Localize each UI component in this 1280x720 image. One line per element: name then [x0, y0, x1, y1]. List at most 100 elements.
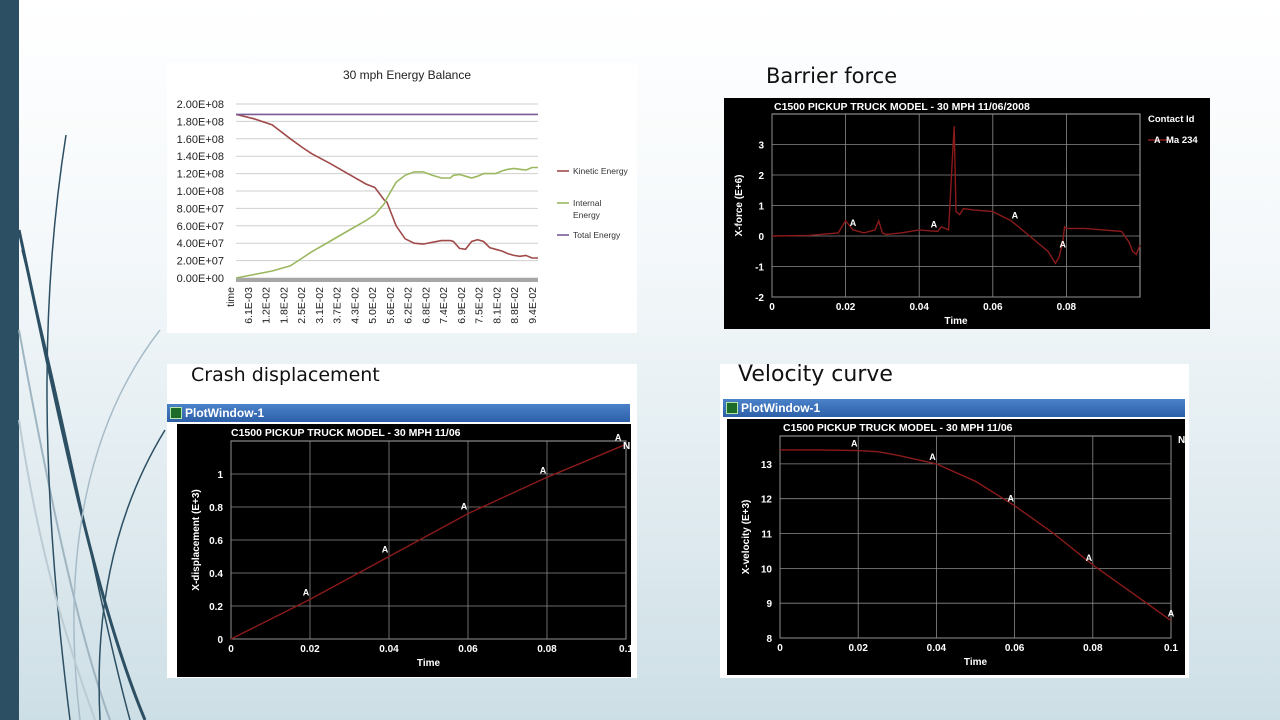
energy-balance-chart: 30 mph Energy Balance 0.00E+00 2.00E+07 4.0… — [177, 68, 629, 324]
y-tick-label: -1 — [755, 263, 764, 274]
x-tick-label: 0.02 — [836, 302, 856, 313]
curve-marker-a: A — [1168, 609, 1175, 619]
series-line-internal-energy — [235, 166, 538, 279]
y-tick-label: 0.4 — [209, 569, 223, 580]
x-tick-label: 5.6E-02 — [385, 287, 397, 324]
barrier-force-panel: Barrier force C1500 PICKUP TRUCK MODEL -… — [722, 60, 1210, 332]
x-tick-label: 1.8E-02 — [278, 287, 290, 324]
legend-marker: A — [1154, 135, 1161, 145]
app-logo-icon — [170, 407, 182, 419]
y-axis-label: X-displacement (E+3) — [191, 489, 202, 590]
x-tick-label: 0.08 — [1083, 643, 1103, 654]
x-tick-label: 0 — [769, 302, 775, 313]
x-tick-label: 0.04 — [909, 302, 929, 313]
x-tick-label: 7.4E-02 — [438, 287, 450, 324]
x-tick-label: 3.1E-02 — [314, 287, 326, 324]
curve-marker-a: A — [303, 587, 310, 597]
x-tick-label: 6.9E-02 — [456, 287, 468, 324]
x-axis-label: Time — [944, 316, 968, 327]
curve-marker-a: A — [461, 502, 468, 512]
y-tick-label: 1.20E+08 — [177, 169, 224, 181]
y-axis-label: X-velocity (E+3) — [741, 500, 752, 575]
x-tick-label: 4.3E-02 — [349, 287, 361, 324]
plot-window-titlebar[interactable]: PlotWindow-1 — [167, 404, 630, 422]
y-tick-label: 0.00E+00 — [177, 273, 224, 285]
y-tick-label: 8.00E+07 — [177, 203, 224, 215]
barrier-force-plot-area: C1500 PICKUP TRUCK MODEL - 30 MPH 11/06/… — [724, 98, 1210, 329]
y-axis-label: X-force (E+6) — [734, 175, 745, 237]
plot-frame — [779, 435, 1172, 639]
plot-title: C1500 PICKUP TRUCK MODEL - 30 MPH 11/06 — [783, 422, 1013, 434]
x-tick-label: 0.06 — [1005, 643, 1025, 654]
y-tick-label: 12 — [761, 495, 773, 506]
legend-label: Internal — [573, 198, 601, 208]
x-tick-label: 2.5E-02 — [296, 287, 308, 324]
x-tick-label: 0 — [777, 643, 783, 654]
x-tick-label: 0.02 — [848, 643, 868, 654]
y-tick-label: 3 — [758, 141, 764, 152]
displacement-chart: C1500 PICKUP TRUCK MODEL - 30 MPH 11/06 0… — [191, 427, 633, 669]
curve-marker-a: A — [850, 218, 857, 228]
y-tick-label: 13 — [761, 460, 773, 471]
energy-balance-chart-panel: 30 mph Energy Balance 0.00E+00 2.00E+07 4.0… — [167, 63, 637, 333]
y-tick-label: 2.00E+07 — [177, 256, 224, 268]
curve-marker-a: A — [1012, 210, 1019, 220]
x-tick-label: 0.04 — [927, 643, 947, 654]
displacement-plot-area: C1500 PICKUP TRUCK MODEL - 30 MPH 11/06 0… — [177, 424, 633, 677]
plot-window-title: PlotWindow-1 — [741, 401, 821, 415]
y-tick-label: 10 — [761, 564, 773, 575]
barrier-force-chart: C1500 PICKUP TRUCK MODEL - 30 MPH 11/06/… — [734, 101, 1198, 327]
plot-window-title: PlotWindow-1 — [185, 406, 265, 420]
barrier-force-caption: Barrier force — [766, 64, 898, 88]
plot-title: C1500 PICKUP TRUCK MODEL - 30 MPH 11/06/… — [774, 101, 1030, 113]
curve-marker-a: A — [540, 465, 547, 475]
x-tick-label: 6.1E-03 — [243, 287, 255, 324]
y-tick-label: 0.6 — [209, 536, 223, 547]
x-tick-label: 0.02 — [300, 644, 320, 655]
y-tick-label: 1.60E+08 — [177, 134, 224, 146]
x-axis-label: Time — [964, 657, 988, 668]
y-tick-label: 4.00E+07 — [177, 238, 224, 250]
curve-marker-a: A — [382, 545, 389, 555]
velocity-curve-caption: Velocity curve — [738, 362, 893, 387]
y-tick-label: 6.00E+07 — [177, 221, 224, 233]
curve-marker-a: A — [929, 452, 936, 462]
y-tick-label: -2 — [755, 293, 764, 304]
series-line-kinetic-energy — [235, 113, 538, 259]
legend-label: Kinetic Energy — [573, 166, 629, 176]
x-tick-label: 8.8E-02 — [509, 287, 521, 324]
y-tick-label: 0 — [217, 635, 223, 646]
y-tick-label: 1.80E+08 — [177, 116, 224, 128]
y-tick-label: 2.00E+08 — [177, 99, 224, 111]
x-tick-label: 1.2E-02 — [261, 287, 273, 324]
y-tick-label: 11 — [761, 530, 772, 541]
series-line — [771, 126, 1141, 265]
curve-marker-a: A — [1059, 239, 1066, 249]
y-tick-label: 1.40E+08 — [177, 151, 224, 163]
x-axis-bar — [236, 278, 538, 282]
left-sidebar-bar — [0, 0, 19, 720]
plot-window-titlebar[interactable]: PlotWindow-1 — [723, 399, 1185, 417]
curve-marker-a: A — [1086, 553, 1093, 563]
y-tick-label: 0.2 — [209, 602, 223, 613]
y-tick-label: 8 — [766, 634, 772, 645]
x-tick-label: 6.8E-02 — [420, 287, 432, 324]
curve-marker-a: A — [1007, 494, 1014, 504]
x-tick-label: 0 — [228, 644, 234, 655]
x-tick-label: 0.08 — [537, 644, 557, 655]
x-tick-label: 8.1E-02 — [491, 287, 503, 324]
y-tick-label: 0.8 — [209, 503, 223, 514]
y-tick-label: 2 — [758, 171, 764, 182]
velocity-plot-area: C1500 PICKUP TRUCK MODEL - 30 MPH 11/06 0… — [727, 419, 1185, 675]
legend-fragment: N — [623, 441, 630, 452]
chart-title: 30 mph Energy Balance — [343, 68, 471, 82]
series-line — [780, 449, 1172, 622]
x-tick-label: 9.4E-02 — [527, 287, 539, 324]
x-axis-label: Time — [417, 658, 441, 669]
decorative-swooshes — [17, 134, 166, 720]
legend-title: Contact Id — [1148, 114, 1195, 125]
x-tick-label: 6.2E-02 — [403, 287, 415, 324]
x-tick-label: 7.5E-02 — [474, 287, 486, 324]
curve-marker-a: A — [851, 439, 858, 449]
legend-label: Energy — [573, 210, 601, 220]
